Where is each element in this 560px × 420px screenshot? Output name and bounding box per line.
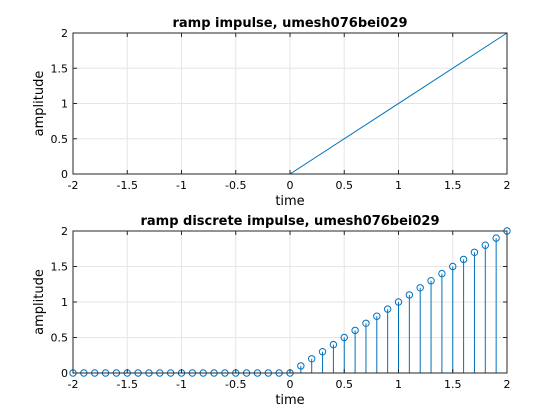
stem-marker xyxy=(329,340,338,349)
x-tick-label: 1 xyxy=(395,378,402,391)
stem-marker xyxy=(481,241,489,249)
stem-marker xyxy=(351,326,359,335)
x-tick-label: -0.5 xyxy=(225,378,246,391)
y-tick-label: 0.5 xyxy=(51,133,69,146)
stem-marker xyxy=(416,284,424,292)
y-tick-label: 1 xyxy=(61,98,68,111)
x-tick-label: -1 xyxy=(176,378,187,391)
stem-marker xyxy=(394,298,403,306)
stem-marker xyxy=(297,362,305,370)
stem-marker xyxy=(492,234,500,242)
x-axis-label: time xyxy=(275,393,304,408)
stem-marker xyxy=(405,291,414,299)
x-tick-label: -1.5 xyxy=(117,179,138,192)
ramp-discrete-impulse-title: ramp discrete impulse, umesh076bei029 xyxy=(140,214,439,229)
x-tick-label: -1 xyxy=(176,179,187,192)
stem-marker xyxy=(373,312,381,320)
x-tick-label: 0.5 xyxy=(336,179,354,192)
x-tick-label: -1.5 xyxy=(117,378,138,391)
y-tick-label: 1.5 xyxy=(51,62,69,75)
x-tick-label: 0.5 xyxy=(336,378,354,391)
x-tick-label: 1.5 xyxy=(444,378,462,391)
stem-marker xyxy=(449,262,457,271)
x-axis-label: time xyxy=(275,194,304,209)
ramp-impulse-plot: -2 -1.5 -1 -0.5 0 0.5 1 1.5 2 0 0.5 1 1.5 2 ramp impul… xyxy=(32,16,511,209)
x-tick-label: -2 xyxy=(68,378,79,391)
stem-marker xyxy=(340,333,348,342)
x-tick-label: 2 xyxy=(504,378,511,391)
stem-marker xyxy=(438,269,446,278)
y-tick-label: 1.5 xyxy=(51,261,69,274)
y-tick-label: 0.5 xyxy=(51,332,69,345)
x-tick-label: -0.5 xyxy=(225,179,246,192)
x-tick-label: 0 xyxy=(287,179,294,192)
x-tick-label: -2 xyxy=(68,179,79,192)
stem-marker xyxy=(459,255,468,264)
x-tick-label: 0 xyxy=(287,378,294,391)
y-tick-label: 1 xyxy=(61,296,68,309)
stem-marker xyxy=(470,248,479,257)
y-axis-label: amplitude xyxy=(32,269,47,335)
stem-marker xyxy=(383,305,392,313)
y-tick-label: 2 xyxy=(61,225,68,238)
y-tick-label: 0 xyxy=(61,367,68,380)
y-tick-label: 2 xyxy=(61,27,68,40)
stem-marker xyxy=(318,348,327,356)
y-axis-label: amplitude xyxy=(32,71,47,137)
ramp-discrete-impulse-plot: -2 -1.5 -1 -0.5 0 0.5 1 1.5 2 0 0.5 1 1.5 2 ramp discr… xyxy=(32,214,511,408)
x-tick-label: 1.5 xyxy=(444,179,462,192)
stem-marker xyxy=(308,355,316,363)
x-tick-label: 2 xyxy=(504,179,511,192)
stem-marker xyxy=(362,319,370,327)
x-tick-label: 1 xyxy=(395,179,402,192)
ramp-impulse-title: ramp impulse, umesh076bei029 xyxy=(172,16,407,31)
y-tick-label: 0 xyxy=(61,168,68,181)
stem-marker xyxy=(427,277,435,285)
